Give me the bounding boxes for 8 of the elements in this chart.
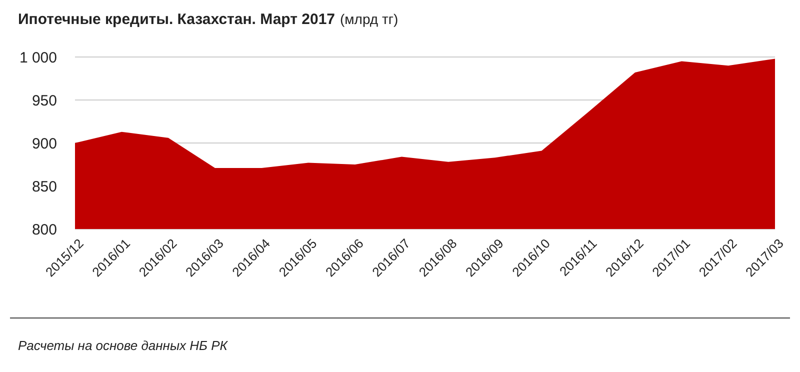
y-tick-label: 950 — [32, 92, 57, 110]
y-tick-label: 900 — [32, 135, 57, 152]
y-tick-label: 850 — [32, 178, 57, 196]
chart-title: Ипотечные кредиты. Казахстан. Март 2017 — [18, 11, 336, 28]
y-tick-label: 1 000 — [19, 49, 57, 66]
chart-subtitle: (млрд тг) — [340, 11, 398, 27]
text: Расчеты на основе данных НБ РК — [18, 338, 229, 353]
y-tick-label: 800 — [32, 221, 57, 238]
